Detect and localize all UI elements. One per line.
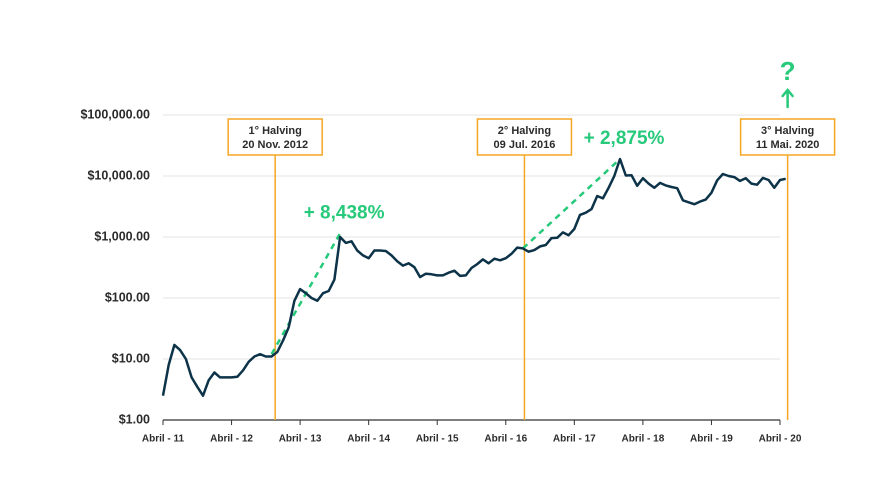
x-tick-label: Abril - 18: [621, 434, 664, 445]
halving-title: 3° Halving: [761, 125, 814, 137]
halving-date: 09 Jul. 2016: [494, 139, 556, 151]
y-tick-label: $1.00: [119, 412, 150, 426]
halving-title: 2° Halving: [498, 125, 551, 137]
x-tick-label: Abril - 20: [759, 434, 802, 445]
y-tick-label: $100.00: [105, 290, 150, 304]
x-tick-label: Abril - 19: [690, 434, 733, 445]
halving-box: [739, 118, 836, 156]
halving-box: [476, 118, 573, 156]
halving-date: 11 Mai. 2020: [756, 139, 820, 151]
x-tick-label: Abril - 12: [210, 434, 253, 445]
x-tick-label: Abril - 14: [347, 434, 390, 445]
x-tick-label: Abril - 17: [553, 434, 596, 445]
gain-label: + 2,875%: [584, 128, 665, 149]
y-tick-label: $1,000.00: [94, 229, 150, 243]
halving-date: 20 Nov. 2012: [242, 139, 308, 151]
halving-box: [227, 118, 323, 156]
gain-label: + 8,438%: [304, 202, 385, 223]
x-tick-label: Abril - 15: [416, 434, 459, 445]
gain-line: [522, 158, 621, 250]
forecast-arrow: [781, 88, 794, 109]
halving-title: 1° Halving: [249, 125, 302, 137]
y-tick-label: $100,000.00: [80, 107, 150, 121]
x-tick-label: Abril - 13: [279, 434, 322, 445]
x-tick-label: Abril - 16: [484, 434, 527, 445]
price-line: [161, 157, 786, 397]
x-tick-label: Abril - 11: [142, 434, 185, 445]
y-tick-label: $10.00: [112, 351, 150, 365]
y-tick-label: $10,000.00: [87, 168, 150, 182]
forecast-mark: ?: [780, 56, 796, 86]
